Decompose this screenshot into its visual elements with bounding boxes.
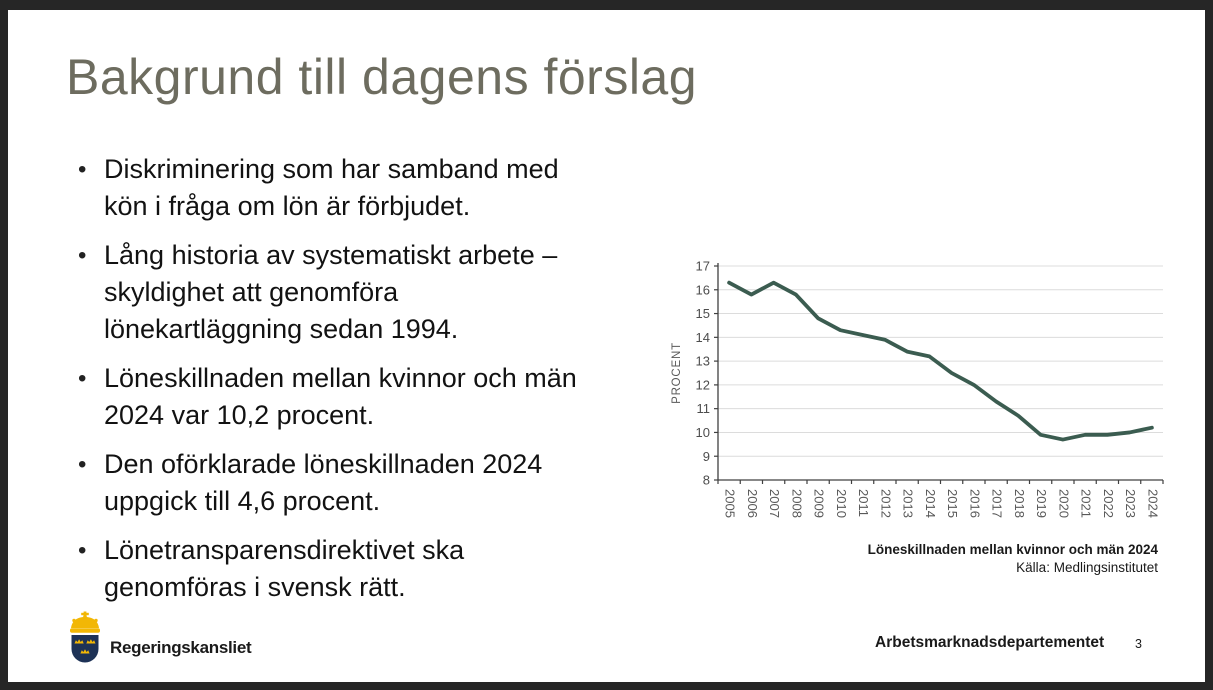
y-tick-label: 12	[696, 377, 710, 392]
bullet-text: Den oförklarade löneskillnaden 2024 uppgi…	[104, 449, 543, 516]
x-tick-label: 2014	[923, 489, 938, 518]
x-tick-label: 2017	[990, 489, 1005, 518]
wage-gap-chart: 8 9 10 11 12 13 14 15 16 17 2005 2006 2007 2008 2009 20…	[660, 254, 1172, 554]
x-tick-label: 2024	[1145, 489, 1160, 518]
y-tick-label: 16	[696, 282, 710, 297]
logo-wordmark: Regeringskansliet	[110, 638, 252, 657]
bullet-text: Löneskillnaden mellan kvinnor och män 202…	[104, 363, 577, 430]
chart-caption-title: Löneskillnaden mellan kvinnor och män 20…	[867, 542, 1158, 557]
wage-gap-series	[727, 280, 1154, 442]
x-tick-label: 2007	[767, 489, 782, 518]
x-tick-label: 2018	[1012, 489, 1027, 518]
y-tick-label: 17	[696, 259, 710, 274]
bullet-marker: •	[78, 156, 87, 183]
x-tick-label: 2013	[901, 489, 916, 518]
x-tick-label: 2008	[789, 489, 804, 518]
bullet-marker: •	[78, 365, 87, 392]
bullet-item: • Den oförklarade löneskillnaden 2024 uppg…	[75, 446, 650, 520]
bullet-item: • Diskriminering som har samband med kön i…	[75, 151, 650, 225]
chart-caption: Löneskillnaden mellan kvinnor och män 20…	[868, 541, 1158, 576]
x-tick-label: 2010	[834, 489, 849, 518]
x-tick-label: 2023	[1123, 489, 1138, 518]
bullet-item: • Löneskillnaden mellan kvinnor och män 20…	[75, 360, 650, 434]
x-tick-label: 2011	[856, 489, 871, 517]
x-tick-label: 2009	[812, 489, 827, 518]
y-tick-label: 13	[696, 354, 710, 369]
slide: Bakgrund till dagens förslag • Diskrimine…	[8, 10, 1205, 682]
bullet-item: • Lönetransparensdirektivet ska genomföras…	[75, 532, 650, 606]
y-tick-label: 14	[696, 330, 710, 345]
bullet-text: Lång historia av systematiskt arbete – sk…	[104, 240, 558, 344]
slide-title: Bakgrund till dagens förslag	[66, 49, 698, 105]
regeringskansliet-logo	[70, 611, 100, 663]
page-number: 3	[1135, 637, 1142, 651]
x-tick-label: 2016	[967, 489, 982, 518]
x-tick-label: 2015	[945, 489, 960, 518]
y-tick-label: 10	[696, 425, 710, 440]
bullet-marker: •	[78, 537, 87, 564]
x-tick-label: 2020	[1056, 489, 1071, 518]
x-tick-label: 2005	[723, 489, 738, 518]
royal-crown-icon	[70, 611, 100, 633]
department-name: Arbetsmarknadsdepartementet	[875, 634, 1105, 651]
y-tick-label: 8	[703, 473, 710, 488]
bullet-item: • Lång historia av systematiskt arbete – s…	[75, 237, 650, 348]
bullet-text: Diskriminering som har samband med kön i …	[104, 154, 559, 221]
bullet-text: Lönetransparensdirektivet ska genomföras …	[104, 535, 465, 602]
x-tick-label: 2022	[1101, 489, 1116, 518]
line-chart-canvas: 8 9 10 11 12 13 14 15 16 17 2005 2006 2007 2008 2009 20…	[671, 259, 1164, 518]
x-tick-label: 2012	[878, 489, 893, 518]
x-tick-label: 2021	[1079, 489, 1094, 518]
y-tick-label: 15	[696, 306, 710, 321]
bullet-list: • Diskriminering som har samband med kön i…	[75, 151, 650, 618]
y-tick-label: 9	[703, 449, 710, 464]
chart-caption-source: Källa: Medlingsinstitutet	[1016, 560, 1158, 575]
bullet-marker: •	[78, 242, 87, 269]
bullet-marker: •	[78, 451, 87, 478]
x-tick-label: 2006	[745, 489, 760, 518]
y-axis-title: PROCENT	[671, 342, 683, 404]
y-tick-label: 11	[697, 401, 711, 416]
three-crowns-shield-icon	[71, 635, 99, 663]
x-tick-label: 2019	[1034, 489, 1049, 518]
